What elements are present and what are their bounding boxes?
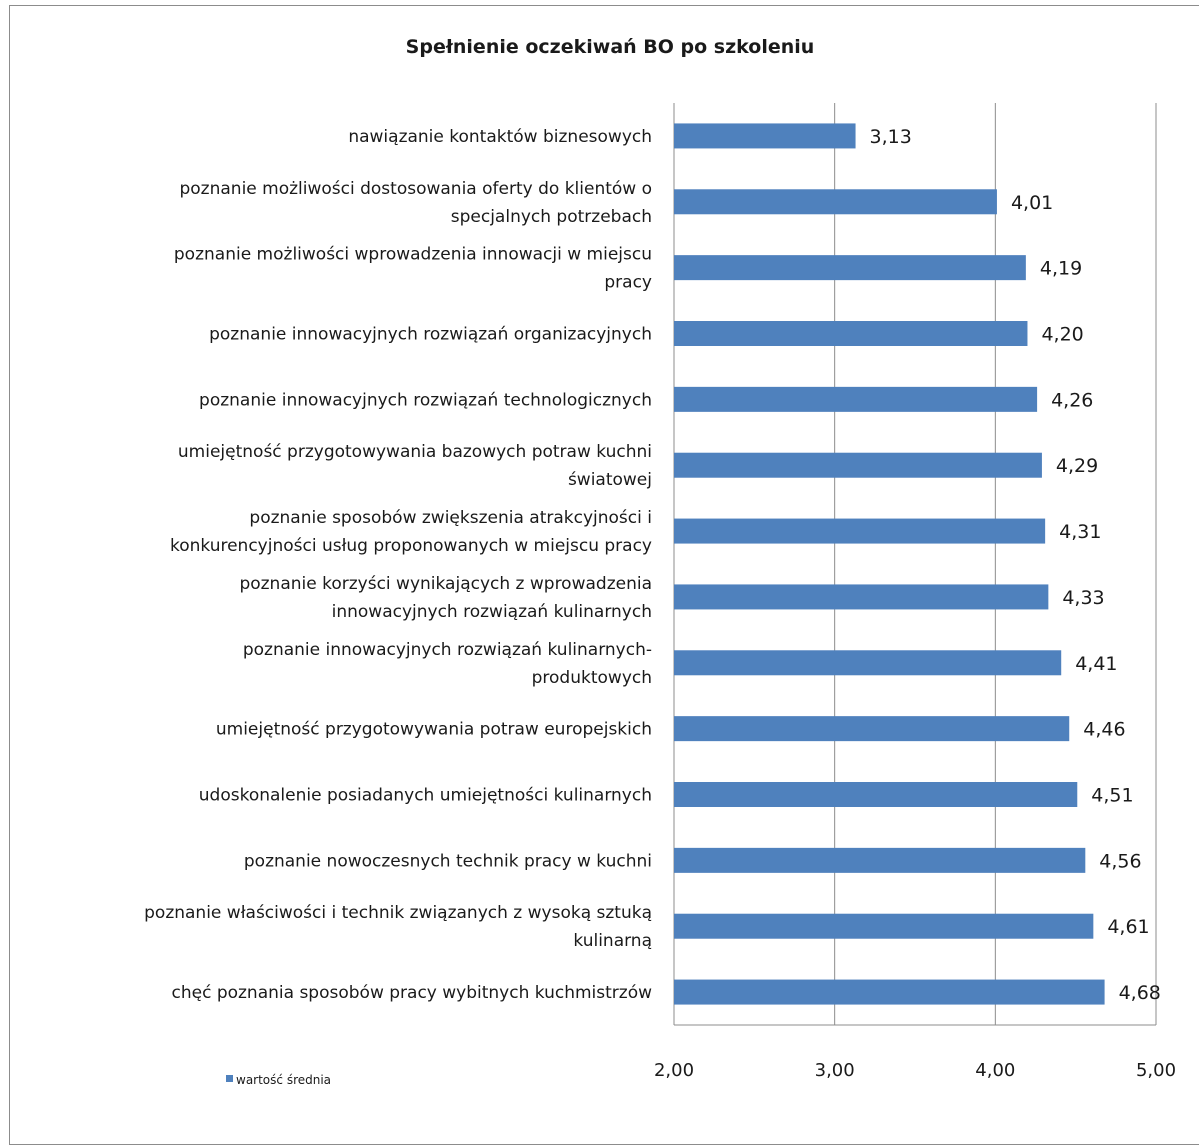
category-label-7: poznanie korzyści wynikających z wprowad…: [239, 574, 652, 622]
category-label-12: poznanie właściwości i technik związanyc…: [144, 903, 652, 951]
category-label-line: chęć poznania sposobów pracy wybitnych k…: [171, 983, 652, 1003]
bar-8: [674, 650, 1062, 676]
category-label-line: poznanie innowacyjnych rozwiązań organiz…: [209, 325, 652, 345]
category-label-line: poznanie sposobów zwiększenia atrakcyjno…: [249, 508, 652, 528]
category-label-line: poznanie właściwości i technik związanyc…: [144, 903, 652, 923]
category-label-6: poznanie sposobów zwiększenia atrakcyjno…: [170, 508, 652, 556]
category-label-line: pracy: [604, 273, 652, 293]
value-label-8: 4,41: [1075, 653, 1117, 675]
bar-7: [674, 584, 1049, 610]
bar-2: [674, 255, 1026, 281]
value-label-7: 4,33: [1062, 587, 1104, 609]
category-label-line: poznanie korzyści wynikających z wprowad…: [239, 574, 652, 594]
category-label-line: poznanie możliwości wprowadzenia innowac…: [174, 245, 652, 265]
value-label-5: 4,29: [1056, 455, 1098, 477]
category-label-line: umiejętność przygotowywania potraw europ…: [216, 720, 652, 740]
chart-title: Spełnienie oczekiwań BO po szkoleniu: [406, 36, 815, 58]
x-tick-label-2: 4,00: [975, 1060, 1015, 1081]
category-label-10: udoskonalenie posiadanych umiejętności k…: [199, 786, 652, 806]
bar-13: [674, 979, 1105, 1005]
bar-0: [674, 123, 856, 149]
value-label-9: 4,46: [1083, 719, 1125, 741]
category-label-line: poznanie innowacyjnych rozwiązań technol…: [199, 390, 652, 410]
category-label-line: poznanie możliwości dostosowania oferty …: [179, 179, 652, 199]
category-label-13: chęć poznania sposobów pracy wybitnych k…: [171, 983, 652, 1003]
category-labels: nawiązanie kontaktów biznesowych poznanie…: [144, 127, 652, 1003]
legend: wartość średnia: [226, 1073, 331, 1087]
category-label-4: poznanie innowacyjnych rozwiązań technol…: [199, 390, 652, 410]
bar-10: [674, 782, 1078, 807]
category-label-5: umiejętność przygotowywania bazowych pot…: [178, 442, 652, 490]
bar-6: [674, 518, 1046, 544]
gridlines: [673, 103, 1157, 1026]
category-label-line: nawiązanie kontaktów biznesowych: [348, 127, 652, 147]
value-labels: 3,13 4,01 4,19 4,20 4,26 4,29 4,31 4,33 4,41 4,46…: [870, 126, 1161, 1004]
legend-label: wartość średnia: [236, 1073, 331, 1087]
category-label-line: umiejętność przygotowywania bazowych pot…: [178, 442, 652, 462]
category-label-line: światowej: [568, 470, 652, 490]
x-tick-label-3: 5,00: [1136, 1060, 1176, 1081]
legend-swatch: [226, 1075, 233, 1082]
x-tick-label-0: 2,00: [654, 1060, 694, 1081]
value-label-10: 4,51: [1091, 785, 1133, 807]
category-label-2: poznanie możliwości wprowadzenia innowac…: [174, 245, 652, 293]
bar-5: [674, 452, 1042, 478]
category-label-1: poznanie możliwości dostosowania oferty …: [179, 179, 652, 227]
bar-12: [674, 913, 1094, 939]
category-label-3: poznanie innowacyjnych rozwiązań organiz…: [209, 325, 652, 345]
category-label-9: umiejętność przygotowywania potraw europ…: [216, 720, 652, 740]
value-label-2: 4,19: [1040, 258, 1082, 280]
x-axis-ticks: 2,00 3,00 4,00 5,00: [654, 1060, 1176, 1081]
chart-frame: [9, 5, 1199, 1145]
value-label-12: 4,61: [1107, 916, 1149, 938]
category-label-line: specjalnych potrzebach: [451, 207, 652, 227]
x-tick-label-1: 3,00: [815, 1060, 855, 1081]
category-label-0: nawiązanie kontaktów biznesowych: [348, 127, 652, 147]
value-label-11: 4,56: [1099, 850, 1141, 872]
category-label-line: poznanie innowacyjnych rozwiązań kulinar…: [243, 640, 652, 660]
category-label-line: poznanie nowoczesnych technik pracy w ku…: [244, 851, 652, 871]
value-label-3: 4,20: [1041, 324, 1083, 346]
category-label-line: konkurencyjności usług proponowanych w m…: [170, 536, 652, 556]
category-label-line: udoskonalenie posiadanych umiejętności k…: [199, 786, 652, 806]
value-label-4: 4,26: [1051, 389, 1093, 411]
category-label-line: produktowych: [532, 668, 652, 688]
bar-11: [674, 847, 1086, 873]
category-label-line: kulinarną: [573, 931, 652, 951]
bar-3: [674, 321, 1028, 346]
bar-1: [674, 189, 997, 215]
value-label-1: 4,01: [1011, 192, 1053, 214]
bar-4: [674, 386, 1038, 412]
bars: [674, 123, 1105, 1005]
value-label-6: 4,31: [1059, 521, 1101, 543]
value-label-0: 3,13: [870, 126, 912, 148]
category-label-8: poznanie innowacyjnych rozwiązań kulinar…: [243, 640, 652, 688]
category-label-11: poznanie nowoczesnych technik pracy w ku…: [244, 851, 652, 871]
value-label-13: 4,68: [1119, 982, 1161, 1004]
bar-9: [674, 716, 1070, 742]
category-label-line: innowacyjnych rozwiązań kulinarnych: [332, 602, 652, 622]
